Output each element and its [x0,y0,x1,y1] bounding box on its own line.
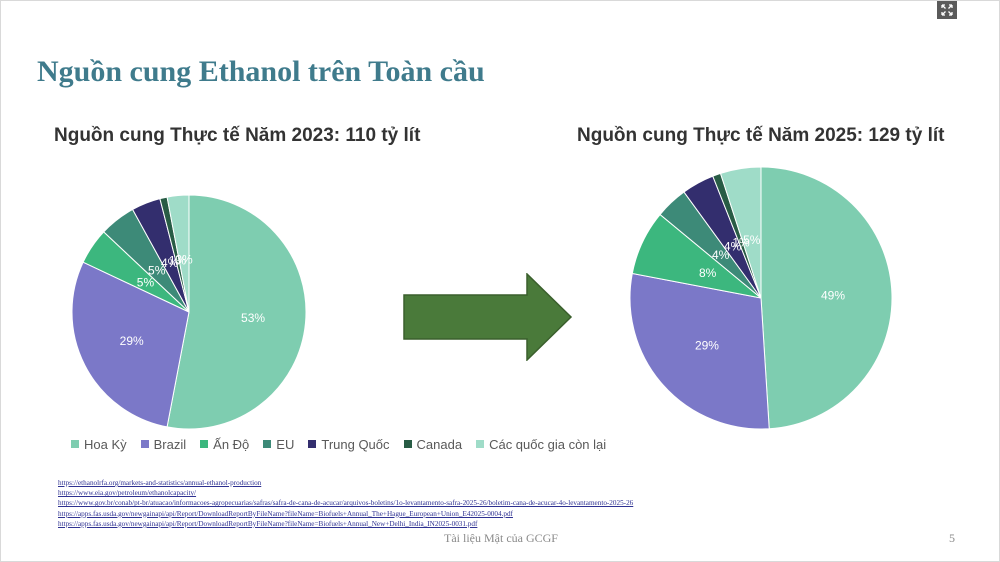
pie-label-2023-hoa-ky: 53% [241,311,265,325]
pie-slice-2023-brazil [71,261,190,428]
legend-label: Ấn Độ [213,436,250,452]
pie-label-2025-eu: 4% [712,248,730,262]
pie-label-2023-an-do: 5% [137,275,155,289]
legend-swatch [263,440,272,448]
chart-title-2025: Nguồn cung Thực tế Năm 2025: 129 tỷ lít [577,125,945,146]
expand-icon[interactable] [937,1,957,19]
legend-label: Hoa Kỳ [84,436,127,452]
legend-label: Canada [416,436,463,452]
page-number: 5 [949,531,955,545]
pie-chart-2023: 53%29%5%5%4%1%3% [71,194,307,430]
pie-label-2025-hoa-ky: 49% [821,289,845,303]
source-link-conab[interactable]: https://www.gov.br/conab/pt-br/atuacao/i… [58,499,634,508]
legend-item-brazil: Brazil [140,436,187,452]
slide-title: Nguồn cung Ethanol trên Toàn cầu [37,55,485,88]
pie-label-2023-canada: 1% [169,254,187,268]
expand-icon-glyph [941,4,953,16]
legend-item-trung-quoc: Trung Quốc [308,436,390,452]
pie-slice-2025-brazil [629,272,770,430]
legend-swatch [403,440,412,448]
legend-item-hoa-ky: Hoa Kỳ [71,437,127,452]
legend-label: Các quốc gia còn lại [489,436,607,452]
source-link-usda-eu[interactable]: https://apps.fas.usda.gov/newgainapi/api… [58,509,513,518]
source-links: https://ethanolrfa.org/markets-and-stati… [58,478,633,529]
footer-text: Tài liệu Mật của GCGF [444,531,558,545]
legend-swatch [71,440,79,448]
legend-swatch [200,440,209,448]
pie-slice-2025-hoa-ky [760,166,893,430]
source-link-usda-india[interactable]: https://apps.fas.usda.gov/newgainapi/api… [58,519,478,528]
source-link-eia[interactable]: https://www.eia.gov/petroleum/ethanolcap… [58,489,197,498]
pie-slice-2023-cac-quoc-gia-con-lai [166,194,190,313]
chart-legend: Hoa Kỳ Brazil Ấn Độ EU Trung Quốc Canada Các q… [71,434,620,454]
pie-label-2025-an-do: 8% [699,266,717,280]
legend-item-canada: Canada [403,436,463,452]
pie-label-2023-cac-quoc-gia-con-lai: 3% [175,253,193,267]
legend-swatch [140,440,149,448]
pie-label-2023-eu: 5% [148,263,166,277]
pie-label-2025-canada: 1% [732,236,750,250]
pie-label-2025-trung-quoc: 4% [724,239,742,253]
pie-label-2023-brazil: 29% [120,334,144,348]
legend-item-eu: EU [263,437,294,452]
pie-slice-2025-cac-quoc-gia-con-lai [719,166,762,299]
arrow-right-icon [403,273,573,361]
legend-label: EU [276,436,295,452]
chart-title-2023: Nguồn cung Thực tế Năm 2023: 110 tỷ lít [54,125,421,146]
pie-slice-2023-hoa-ky [166,194,307,430]
legend-label: Trung Quốc [321,436,390,452]
legend-label: Brazil [153,436,187,452]
legend-swatch [476,440,485,448]
pie-label-2025-cac-quoc-gia-con-lai: 5% [743,233,761,247]
source-link-ethanolrfa[interactable]: https://ethanolrfa.org/markets-and-stati… [58,479,262,487]
pie-label-2023-trung-quoc: 4% [161,256,179,270]
pie-chart-2025: 49% 29% 8% 4%4%1%5% [629,166,893,430]
pie-label-2025-brazil: 29% [695,339,719,353]
legend-item-an-do: Ấn Độ [200,437,249,452]
legend-item-cac-quoc-gia-con-lai: Các quốc gia còn lại [476,437,606,452]
legend-swatch [308,440,317,448]
